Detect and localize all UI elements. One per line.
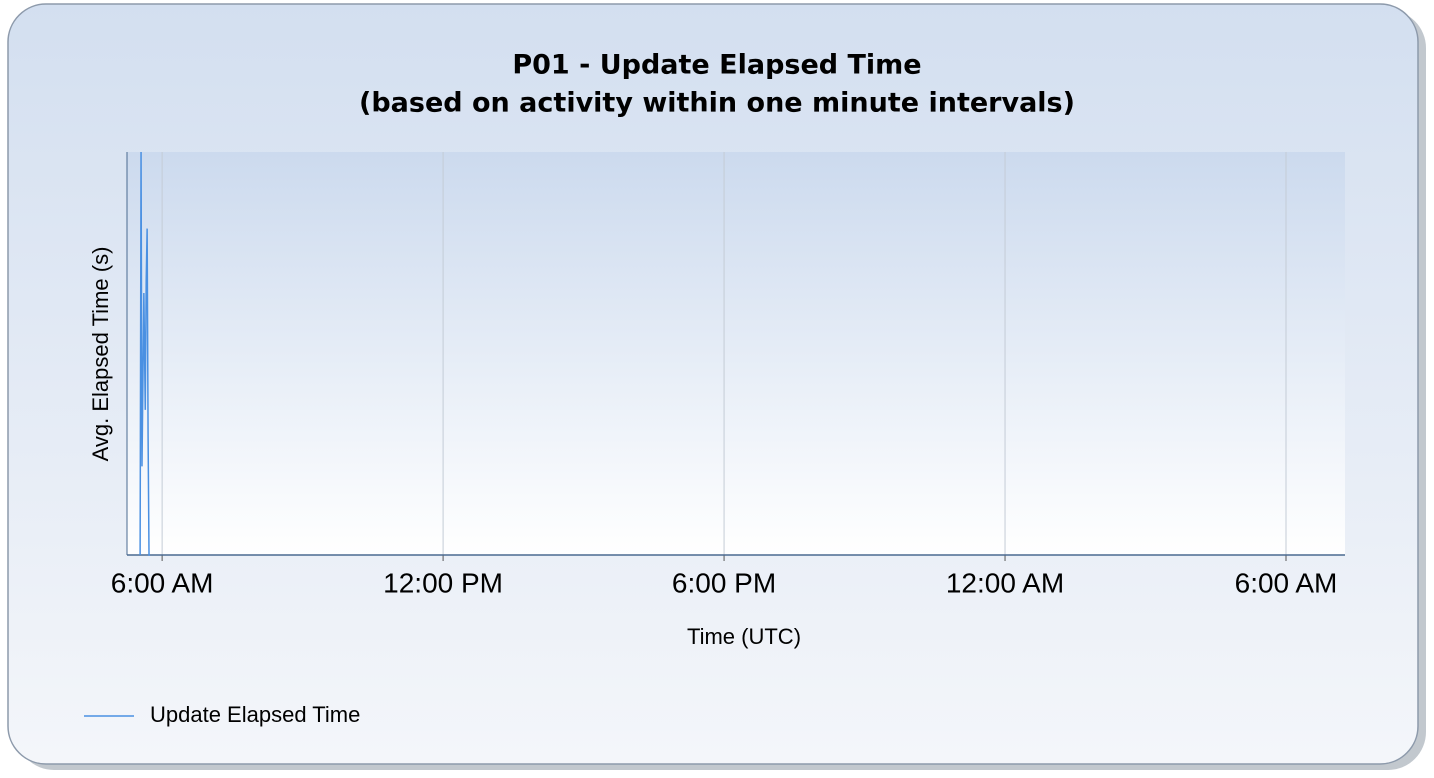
legend-label: Update Elapsed Time bbox=[150, 702, 360, 727]
x-tick-label: 6:00 AM bbox=[111, 567, 214, 598]
series-line bbox=[139, 151, 150, 556]
x-tick-label: 6:00 AM bbox=[1235, 567, 1338, 598]
x-tick-label: 12:00 AM bbox=[946, 567, 1064, 598]
chart-title: P01 - Update Elapsed Time bbox=[512, 50, 921, 81]
plot-area bbox=[127, 152, 1345, 555]
x-tick-label: 12:00 PM bbox=[383, 567, 503, 598]
chart-subtitle: (based on activity within one minute int… bbox=[359, 88, 1075, 119]
x-axis-label: Time (UTC) bbox=[687, 624, 801, 649]
y-axis-label: Avg. Elapsed Time (s) bbox=[88, 247, 113, 462]
x-tick-label: 6:00 PM bbox=[672, 567, 776, 598]
